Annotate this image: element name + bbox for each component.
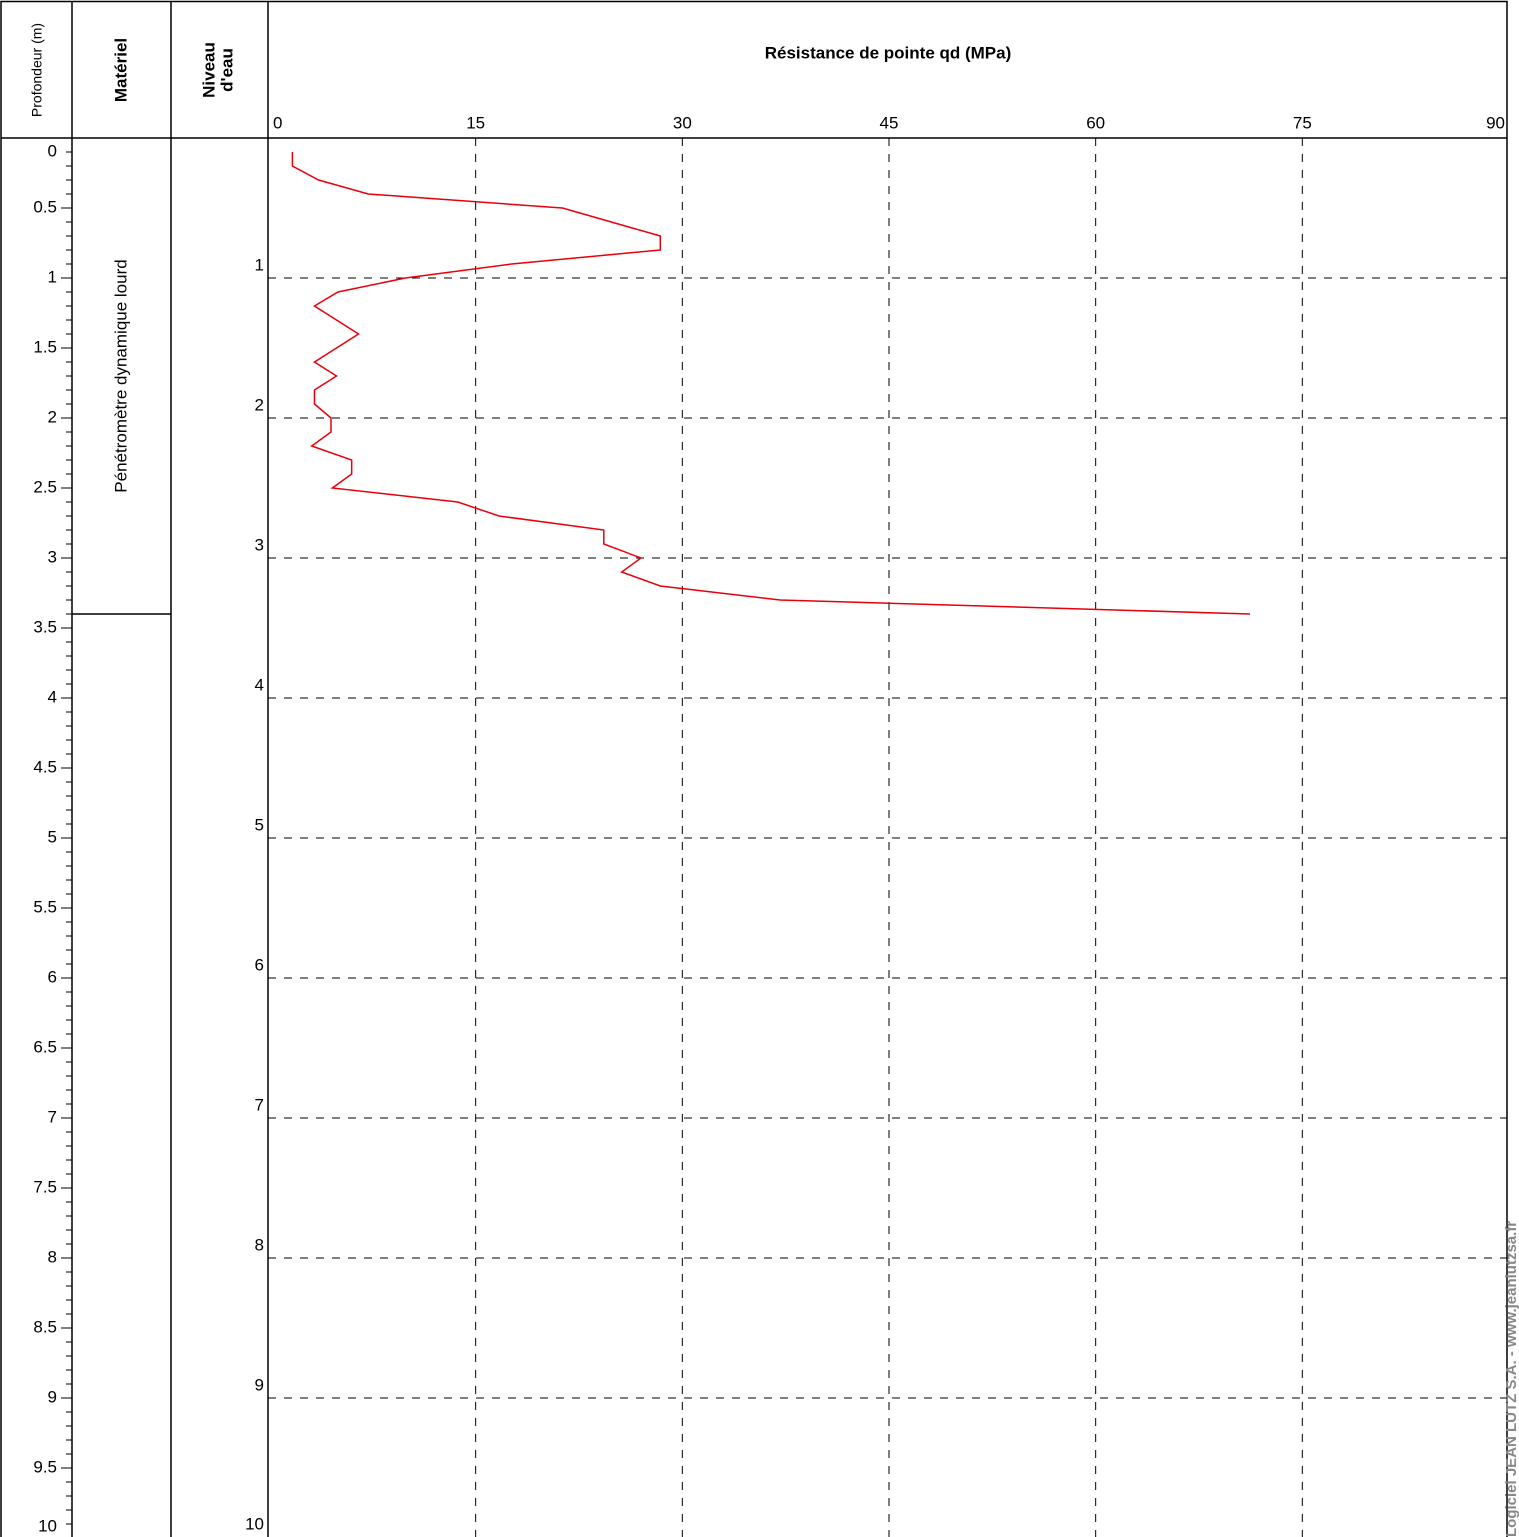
level-label: 8 bbox=[255, 1235, 264, 1254]
level-label: 9 bbox=[255, 1375, 264, 1394]
y-tick-label: 3.5 bbox=[33, 617, 57, 636]
profile-line bbox=[291, 152, 1251, 615]
level-label: 7 bbox=[255, 1095, 264, 1114]
chart-title: Résistance de pointe qd (MPa) bbox=[765, 43, 1012, 62]
y-tick-label: 5.5 bbox=[33, 897, 57, 916]
water-header: d'eau bbox=[217, 48, 236, 92]
level-label: 2 bbox=[255, 395, 264, 414]
x-tick-label: 90 bbox=[1486, 113, 1505, 132]
x-tick-label: 30 bbox=[673, 113, 692, 132]
level-label: 6 bbox=[255, 955, 264, 974]
y-tick-label: 7.5 bbox=[33, 1177, 57, 1196]
y-tick-label: 9.5 bbox=[33, 1457, 57, 1476]
y-tick-label: 5 bbox=[48, 827, 57, 846]
y-tick-label: 9 bbox=[48, 1387, 57, 1406]
footer: Logiciel JEAN LUTZ S.A. - www.jeanlutzsa… bbox=[1503, 1221, 1519, 1537]
y-tick-label: 3 bbox=[48, 547, 57, 566]
y-tick-label: 2.5 bbox=[33, 477, 57, 496]
x-tick-label: 60 bbox=[1086, 113, 1105, 132]
y-tick-label: 8.5 bbox=[33, 1317, 57, 1336]
y-tick-label: 0 bbox=[48, 141, 57, 160]
level-label: 1 bbox=[255, 255, 264, 274]
y-tick-label: 1.5 bbox=[33, 337, 57, 356]
y-tick-label: 8 bbox=[48, 1247, 57, 1266]
y-tick-label: 6 bbox=[48, 967, 57, 986]
level-label: 4 bbox=[255, 675, 264, 694]
level-label: 3 bbox=[255, 535, 264, 554]
y-tick-label: 0.5 bbox=[33, 197, 57, 216]
level-label: 10 bbox=[245, 1514, 264, 1533]
x-tick-label: 45 bbox=[880, 113, 899, 132]
x-tick-label: 0 bbox=[273, 113, 282, 132]
material-label: Pénétromètre dynamique lourd bbox=[111, 259, 130, 492]
level-label: 5 bbox=[255, 815, 264, 834]
y-tick-label: 1 bbox=[48, 267, 57, 286]
depth-header: Profondeur (m) bbox=[29, 23, 45, 117]
y-tick-label: 2 bbox=[48, 407, 57, 426]
x-tick-label: 75 bbox=[1293, 113, 1312, 132]
y-tick-label: 6.5 bbox=[33, 1037, 57, 1056]
y-tick-label: 10 bbox=[38, 1516, 57, 1535]
y-tick-label: 4 bbox=[48, 687, 57, 706]
material-header: Matériel bbox=[111, 38, 130, 102]
y-tick-label: 4.5 bbox=[33, 757, 57, 776]
water-header: Niveau bbox=[199, 42, 218, 98]
x-tick-label: 15 bbox=[466, 113, 485, 132]
y-tick-label: 7 bbox=[48, 1107, 57, 1126]
